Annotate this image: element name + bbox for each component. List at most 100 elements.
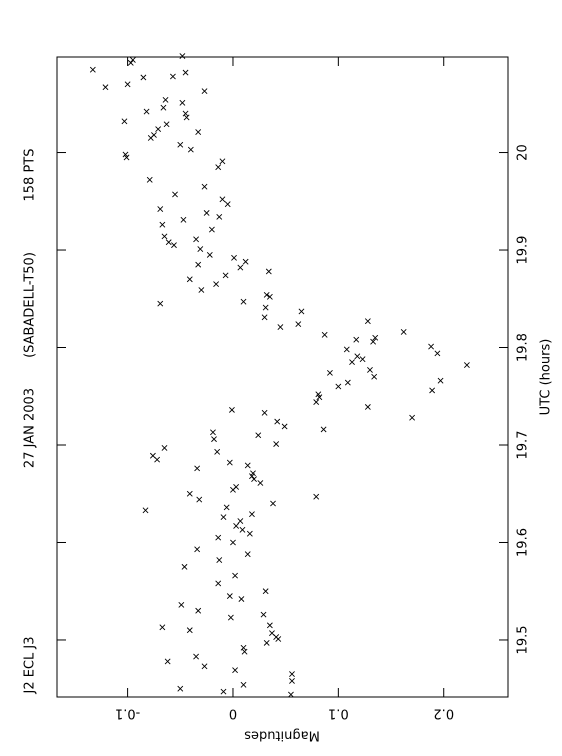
data-point (157, 300, 164, 307)
data-point (187, 146, 194, 153)
data-point (257, 480, 264, 486)
data-point (400, 328, 407, 335)
data-point (164, 658, 171, 665)
data-point (237, 518, 244, 524)
data-point (371, 373, 378, 380)
data-point (161, 233, 168, 240)
data-point (359, 356, 366, 363)
data-point (140, 74, 147, 81)
data-point (220, 688, 227, 695)
data-point (227, 614, 234, 621)
data-point (124, 81, 131, 88)
data-point (239, 526, 246, 533)
y-tick-label: 0 (229, 706, 237, 721)
data-point (238, 596, 245, 602)
data-point (197, 246, 204, 252)
data-point (216, 557, 223, 563)
data-point (177, 141, 184, 148)
data-point (220, 514, 227, 521)
data-point (237, 264, 244, 271)
data-point (146, 176, 153, 183)
x-tick-label: 19.8 (516, 333, 531, 362)
data-point (370, 338, 377, 345)
data-point (277, 324, 284, 330)
data-point (215, 164, 222, 171)
data-point (270, 500, 276, 507)
data-point (215, 580, 222, 587)
data-point (255, 432, 262, 439)
x-tick-label: 19.5 (516, 625, 531, 654)
data-point (222, 272, 229, 279)
data-point (193, 236, 200, 243)
data-point (186, 627, 193, 634)
data-point (186, 276, 193, 283)
data-point (316, 394, 323, 401)
data-point (163, 121, 170, 128)
date: 27 JAN 2003 (23, 388, 38, 468)
data-point (195, 129, 202, 135)
data-point (298, 308, 305, 315)
data-point (313, 399, 320, 406)
data-point (230, 486, 236, 493)
data-point (160, 104, 167, 111)
data-point (89, 66, 96, 73)
data-point (178, 601, 185, 608)
data-point (263, 639, 270, 646)
data-point (289, 671, 295, 678)
x-tick-label: 19.7 (516, 431, 531, 460)
data-point (463, 362, 470, 368)
data-point (183, 114, 190, 121)
data-point (121, 118, 128, 125)
data-point (249, 511, 255, 518)
data-point (335, 383, 342, 390)
data-point (169, 73, 176, 80)
data-point (240, 644, 247, 651)
data-point (232, 572, 239, 579)
data-point (261, 314, 268, 321)
data-point (206, 251, 213, 258)
data-point (244, 462, 251, 469)
data-point (219, 196, 226, 203)
data-point (434, 350, 441, 357)
data-point (196, 496, 203, 503)
data-point (214, 448, 221, 455)
data-point (326, 369, 333, 376)
data-point (195, 261, 202, 268)
y-tick-label: -0.1 (115, 706, 140, 721)
data-point (244, 551, 251, 558)
data-point (231, 254, 237, 261)
data-point (372, 334, 379, 341)
data-point (194, 546, 201, 553)
data-point (437, 377, 444, 384)
data-point (193, 653, 200, 660)
data-point (273, 441, 280, 447)
data-point (261, 409, 268, 416)
data-point (232, 667, 239, 674)
data-point (159, 624, 166, 631)
data-point (241, 648, 248, 655)
data-point (274, 418, 281, 425)
data-point (230, 539, 236, 546)
data-point (233, 522, 240, 529)
data-point (172, 191, 178, 198)
data-point (203, 210, 210, 216)
data-point (165, 239, 172, 246)
data-point (288, 691, 294, 698)
data-point (147, 134, 154, 141)
data-point (262, 588, 269, 595)
observatory: (SABADELL-T50) (23, 252, 38, 358)
y-tick-label: 0.1 (328, 706, 349, 721)
data-point (211, 436, 217, 443)
data-point (161, 445, 168, 451)
data-point (240, 298, 247, 305)
y-tick-label: 0.2 (433, 706, 454, 721)
data-point (143, 108, 150, 115)
data-point (260, 611, 267, 618)
data-point (313, 493, 320, 500)
data-point (353, 336, 360, 343)
point-count: 158 PTS (23, 149, 38, 202)
data-point (246, 530, 253, 537)
data-point (179, 53, 186, 59)
data-point (129, 57, 136, 63)
data-point (321, 331, 328, 338)
